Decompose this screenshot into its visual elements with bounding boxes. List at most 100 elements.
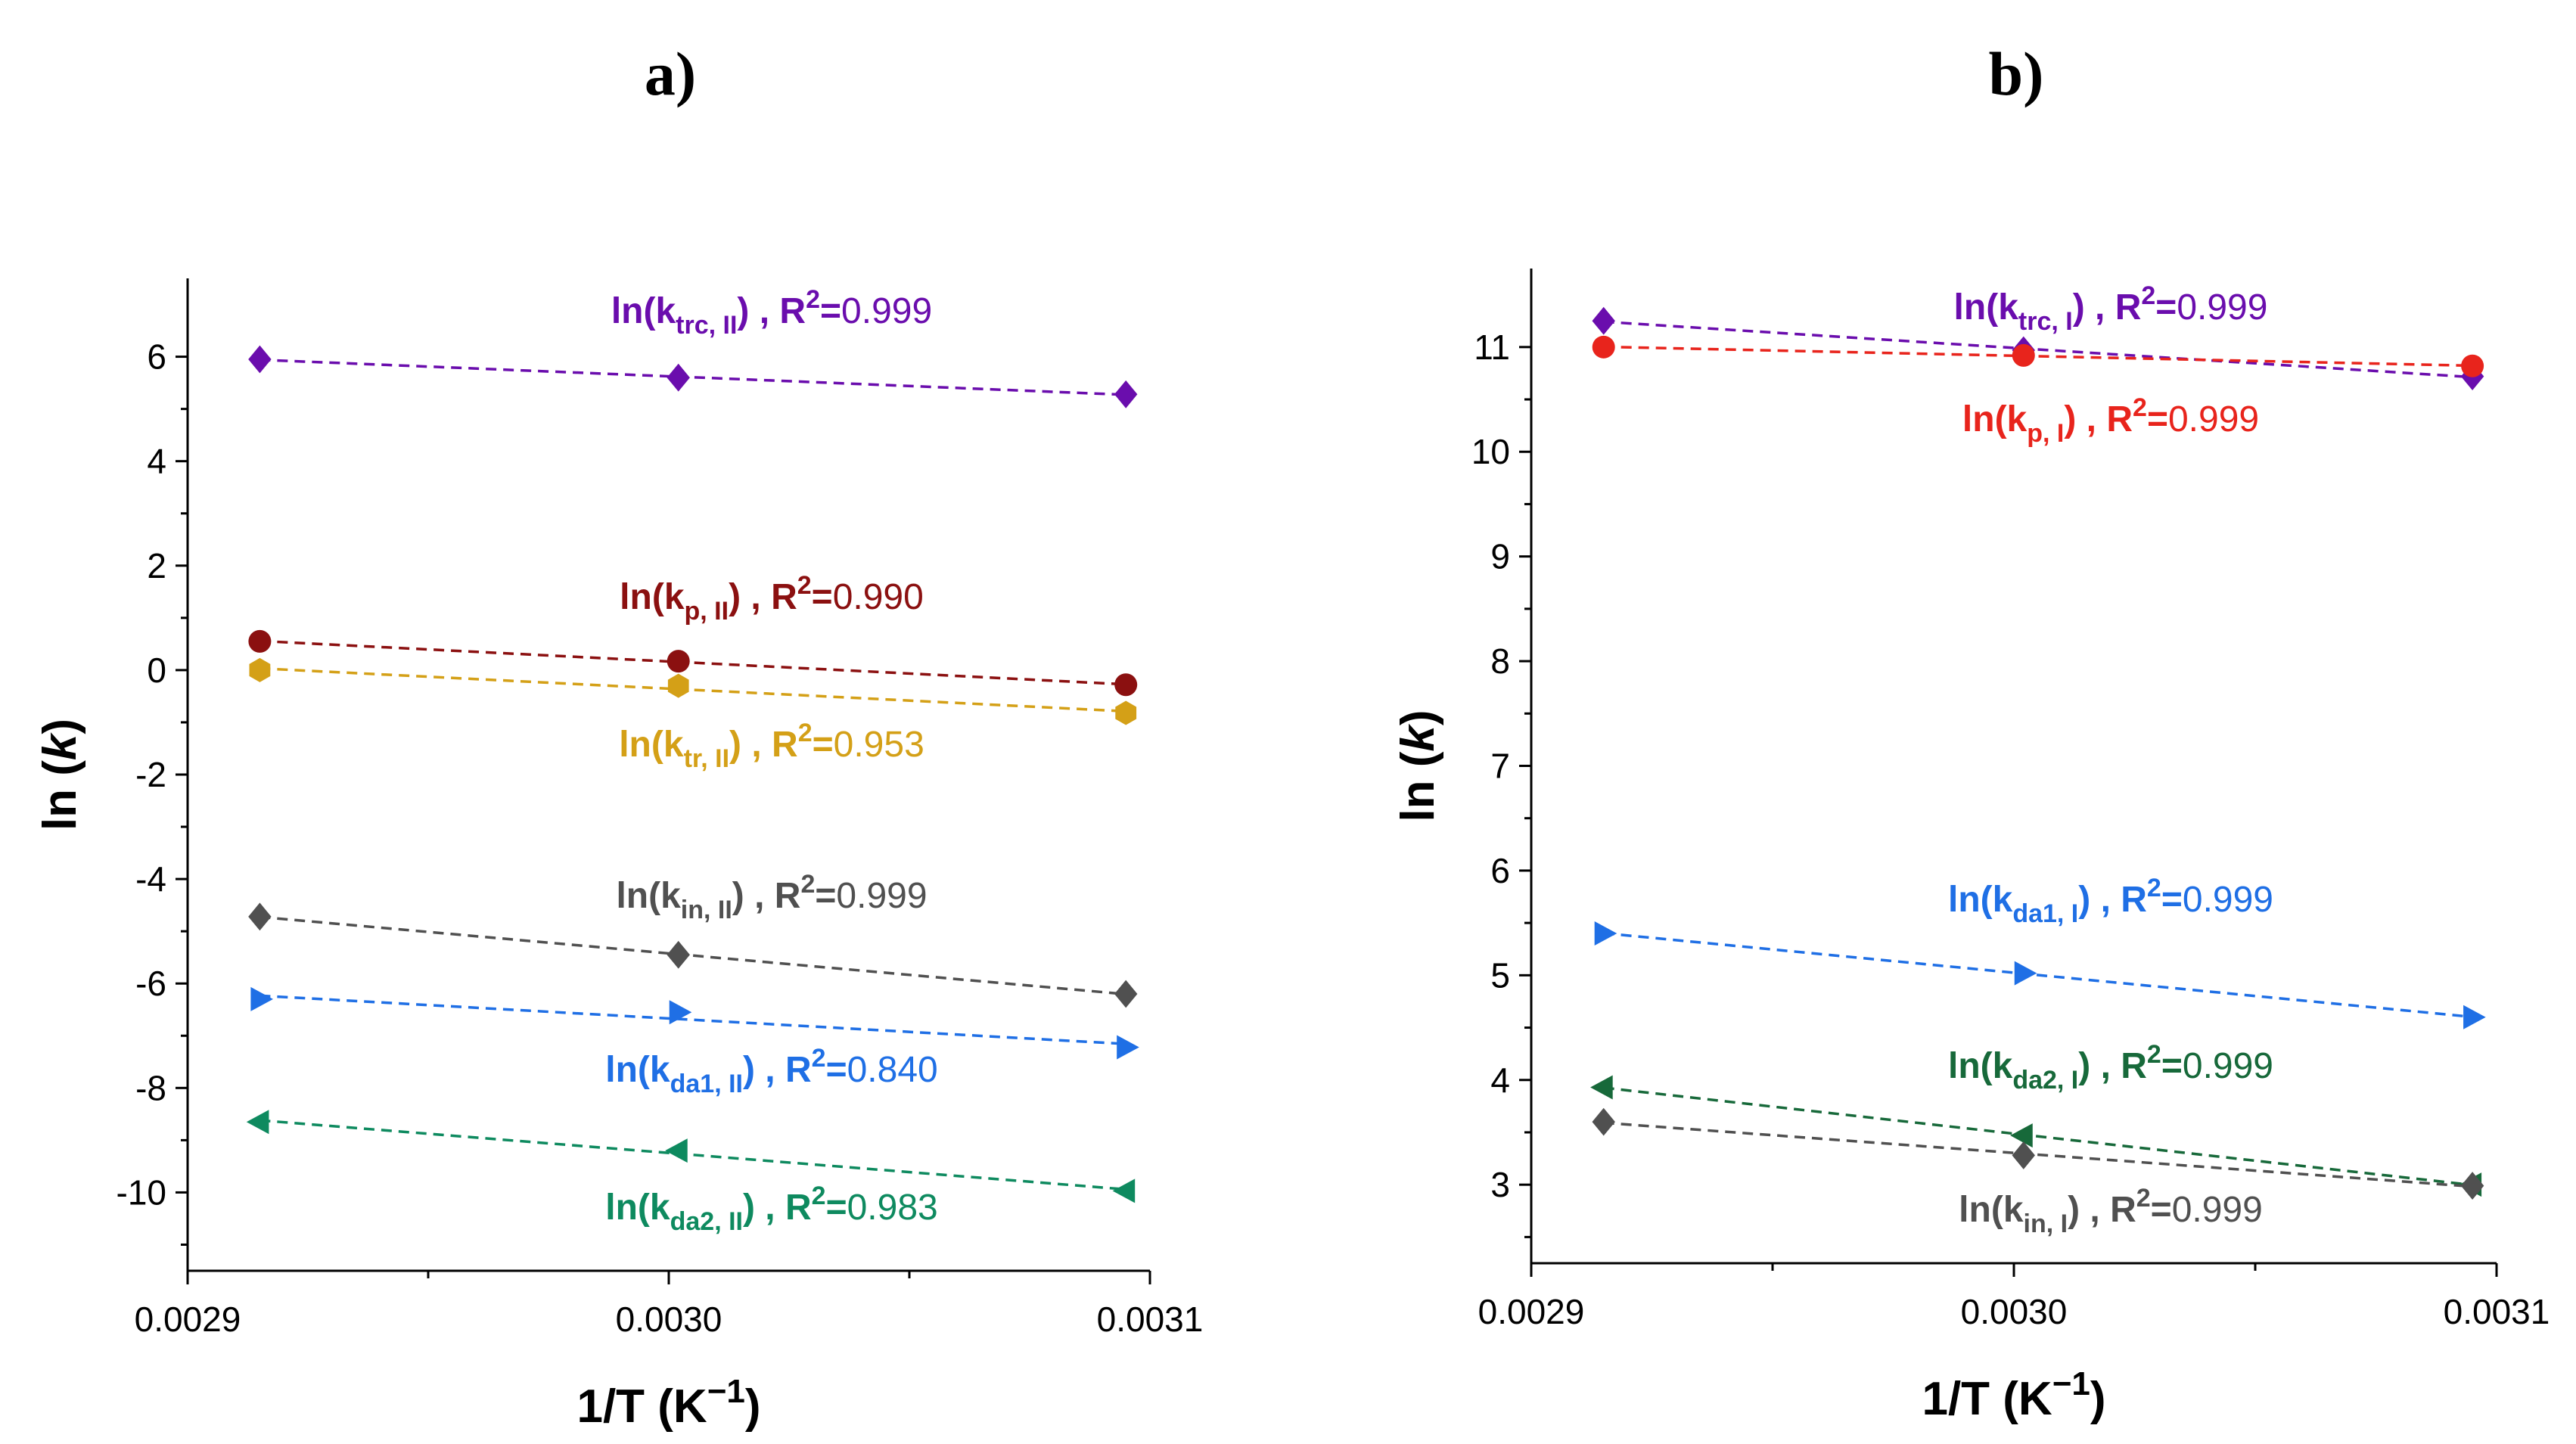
series-label-pre: ln(k [1948, 880, 2013, 920]
series-ln(k_da1,II) [250, 986, 1139, 1060]
data-point [2014, 961, 2037, 986]
series-label-value: 0.999 [836, 876, 927, 916]
series-label-value: 0.999 [2177, 287, 2267, 328]
series-label-sub: in, II [681, 896, 732, 924]
x-axis-label-close: ) [745, 1380, 761, 1433]
series-label: ln(kda2, II) , R2=0.983 [605, 1182, 937, 1236]
series-label-mid: ) , R [2073, 287, 2142, 328]
data-point [2010, 1123, 2033, 1148]
y-tick-label: 5 [1490, 955, 1510, 995]
series-label-sup: 2 [2147, 1040, 2161, 1069]
data-point [2463, 1005, 2486, 1029]
series-label-eq: = [813, 725, 834, 765]
y-tick-label: 4 [1490, 1060, 1510, 1100]
y-axis-label-main: ln ( [34, 760, 86, 831]
y-tick-label: 7 [1490, 747, 1510, 786]
data-point [248, 345, 272, 374]
y-tick-label: 3 [1490, 1165, 1510, 1204]
series-label-mid: ) , R [729, 725, 798, 765]
data-point [1594, 921, 1617, 946]
series-label-eq: = [815, 876, 836, 916]
series-label-sub: da2, I [2012, 1066, 2078, 1095]
series-ln(k_tr,II) [249, 657, 1137, 725]
series-label-eq: = [812, 577, 833, 617]
series-label-mid: ) , R [2064, 399, 2133, 439]
series-label-sup: 2 [798, 719, 813, 747]
data-point [2461, 354, 2484, 377]
x-axis-label-main: 1/T (K [1922, 1373, 2052, 1425]
series-label: ln(kp, II) , R2=0.990 [620, 571, 924, 626]
x-tick-label: 0.0029 [135, 1300, 241, 1339]
series-ln(k_p,II) [248, 629, 1138, 697]
y-tick-label: -10 [117, 1172, 166, 1212]
x-axis-label-close: ) [2090, 1373, 2106, 1425]
data-point [249, 657, 271, 682]
x-tick-label: 0.0031 [1097, 1300, 1204, 1339]
series-label-eq: = [2147, 399, 2168, 439]
data-point [1115, 700, 1137, 725]
data-point [248, 902, 272, 931]
data-point [1117, 1035, 1139, 1060]
series-label-pre: ln(k [605, 1188, 670, 1228]
data-point [667, 940, 690, 969]
y-tick-label: 8 [1490, 641, 1510, 681]
series-ln(k_p,I) [1592, 335, 2484, 377]
series-label-pre: ln(k [1948, 1046, 2013, 1086]
x-axis-label: 1/T (K−1) [1922, 1365, 2105, 1425]
series-label-eq: = [2155, 287, 2177, 328]
series-label-sup: 2 [2147, 874, 2161, 902]
fit-line [1603, 320, 2473, 379]
y-axis-label-close: ) [1392, 710, 1444, 725]
series-label-value: 0.999 [2183, 880, 2273, 920]
series-ln(k_trc,II) [248, 345, 1138, 408]
series-label-sub: da1, I [2012, 899, 2078, 928]
series-label-pre: ln(k [620, 577, 685, 617]
series-label-value: 0.990 [833, 577, 924, 617]
data-point [2012, 1141, 2035, 1169]
fit-line [1603, 1086, 2473, 1187]
y-axis-label-italic: k [1392, 723, 1444, 752]
x-axis-label: 1/T (K−1) [576, 1373, 760, 1433]
y-tick-label: -2 [135, 755, 166, 794]
series-label-sub: in, I [2024, 1210, 2068, 1238]
y-tick-label: 6 [1490, 851, 1510, 890]
data-point [246, 1110, 269, 1135]
data-point [665, 1138, 688, 1163]
y-tick-label: 4 [147, 442, 166, 481]
fit-line [1603, 931, 2473, 1019]
series-label-sub: trc, II [676, 311, 737, 340]
y-tick-label: -8 [135, 1068, 166, 1107]
series-label-pre: ln(k [1962, 399, 2028, 439]
y-tick-label: 10 [1471, 432, 1510, 471]
series-label: ln(kda1, II) , R2=0.840 [605, 1044, 937, 1098]
series-label-mid: ) , R [2068, 1190, 2136, 1230]
series-label-sub: p, I [2027, 419, 2064, 448]
series-label-value: 0.999 [2172, 1190, 2263, 1230]
data-point [1114, 980, 1138, 1008]
series-label-sub: p, II [685, 597, 729, 626]
fit-line [259, 666, 1126, 713]
fit-line [259, 358, 1126, 396]
data-point [1590, 1075, 1613, 1100]
series-label-mid: ) , R [2078, 880, 2147, 920]
y-tick-label: -6 [135, 964, 166, 1003]
series-label-sup: 2 [797, 571, 812, 600]
series-label-sup: 2 [2141, 281, 2155, 310]
series-label: ln(kin, II) , R2=0.999 [616, 870, 927, 924]
y-axis-label-italic: k [34, 731, 86, 760]
series-label-mid: ) , R [737, 291, 806, 331]
series-label-pre: ln(k [619, 725, 684, 765]
fit-line [259, 994, 1126, 1045]
series-label-sup: 2 [2133, 393, 2147, 422]
panel-a-title: a) [645, 39, 696, 108]
x-tick-label: 0.0030 [616, 1300, 722, 1339]
series-label: ln(kda2, I) , R2=0.999 [1948, 1040, 2273, 1095]
series-label-pre: ln(k [605, 1050, 670, 1090]
y-axis-label: ln (k) [34, 719, 86, 831]
series-label-pre: ln(k [1959, 1190, 2024, 1230]
data-point [1114, 673, 1138, 697]
series-label-mid: ) , R [743, 1188, 812, 1228]
series-label-sup: 2 [800, 870, 815, 899]
x-axis-label-main: 1/T (K [576, 1380, 707, 1433]
